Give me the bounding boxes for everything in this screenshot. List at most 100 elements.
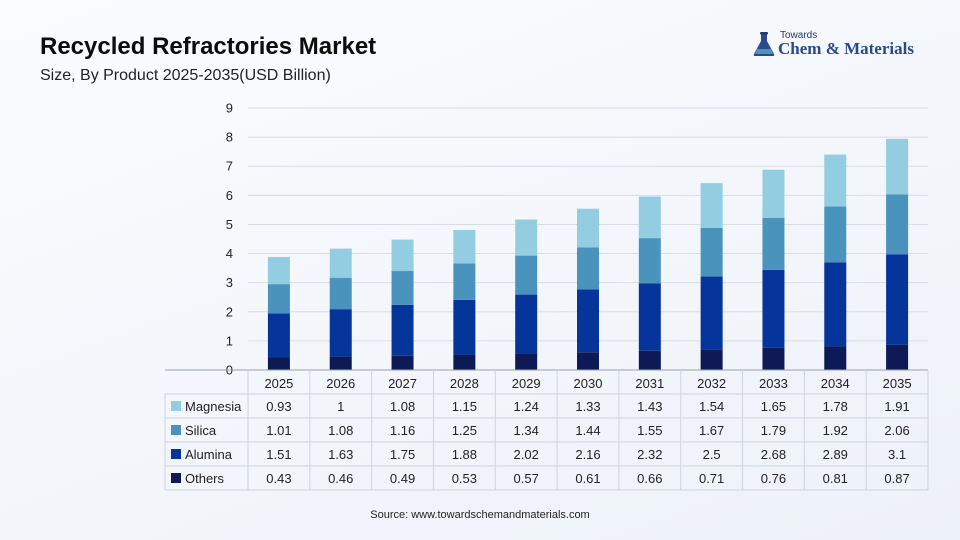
y-tick-label: 4 [226,246,233,261]
x-tick-label: 2027 [388,376,417,391]
data-label: 1.25 [452,423,477,438]
data-label: 0.49 [390,471,415,486]
data-label: 2.5 [703,447,721,462]
data-label: 1.51 [266,447,291,462]
bar-segment-magnesia [700,183,723,228]
data-label: 1.63 [328,447,353,462]
bar-segment-magnesia [515,219,538,256]
bar-segment-magnesia [762,169,785,218]
bar-segment-alumina [453,299,476,355]
data-label: 1.33 [575,399,600,414]
data-label: 1.54 [699,399,724,414]
data-label: 1.08 [328,423,353,438]
bar-segment-alumina [762,269,785,348]
data-label: 0.57 [514,471,539,486]
data-label: 1.88 [452,447,477,462]
data-label: 1.34 [514,423,539,438]
data-label: 0.93 [266,399,291,414]
source-note: Source: www.towardschemandmaterials.com [370,509,590,521]
bar-segment-others [577,352,599,370]
data-label: 1.08 [390,399,415,414]
legend-label-silica: Silica [185,423,217,438]
y-tick-label: 1 [226,333,233,348]
y-tick-label: 7 [226,159,233,174]
bar-segment-silica [886,194,909,255]
data-label: 2.06 [884,423,909,438]
data-label: 0.87 [884,471,909,486]
data-label: 2.89 [823,447,848,462]
data-label: 1.78 [823,399,848,414]
data-label: 1.44 [575,423,600,438]
bar-segment-others [267,357,290,370]
data-label: 0.46 [328,471,353,486]
x-tick-label: 2030 [574,376,603,391]
x-tick-label: 2033 [759,376,788,391]
bar-segment-magnesia [824,154,847,207]
data-label: 1.75 [390,447,415,462]
bars [267,138,909,370]
bar-segment-silica [329,277,352,310]
data-label: 2.68 [761,447,786,462]
data-table: 2025 2026 2027 2028 2029 2030 2031 2032 2033 2034… [164,369,929,491]
bar-segment-others [700,349,723,370]
bar-segment-magnesia [886,138,909,195]
x-tick-label: 2035 [883,376,912,391]
data-label: 0.71 [699,471,724,486]
data-label: 2.32 [637,447,662,462]
data-label: 1.91 [884,399,909,414]
legend-label-magnesia: Magnesia [185,399,242,414]
data-label: 0.76 [761,471,786,486]
y-tick-label: 3 [226,275,233,290]
bar-segment-others [515,353,538,370]
bar-segment-alumina [577,289,599,353]
data-label: 1.15 [452,399,477,414]
chart-title: Recycled Refractories Market [40,33,377,60]
bar-segment-silica [700,227,723,277]
bar-segment-silica [577,247,599,290]
legend-swatch-magnesia [171,401,181,411]
bar-segment-silica [453,263,476,300]
bar-segment-others [329,356,352,370]
bar-segment-magnesia [638,196,661,239]
bar-segment-magnesia [329,248,352,278]
x-tick-label: 2026 [326,376,355,391]
chart-subtitle: Size, By Product 2025-2035(USD Billion) [40,67,331,84]
flask-icon [753,32,775,56]
bar-segment-silica [267,284,290,314]
bar-segment-silica [391,271,414,305]
data-label: 0.53 [452,471,477,486]
data-label: 2.02 [514,447,539,462]
bar-segment-silica [824,206,847,263]
data-label: 1.43 [637,399,662,414]
data-label: 0.66 [637,471,662,486]
data-label: 1.55 [637,423,662,438]
data-label: 1 [337,399,344,414]
bar-segment-others [824,346,847,370]
bar-segment-others [391,355,414,370]
data-label: 1.01 [266,423,291,438]
y-tick-label: 6 [226,188,233,203]
legend-swatch-others [171,473,181,483]
bar-segment-alumina [391,304,414,356]
data-label: 3.1 [888,447,906,462]
bar-segment-silica [515,255,538,295]
bar-segment-magnesia [267,257,290,285]
legend-label-alumina: Alumina [185,447,233,462]
bar-segment-alumina [267,313,290,358]
bar-segment-others [886,344,909,370]
bar-segment-alumina [515,294,538,354]
data-label: 0.81 [823,471,848,486]
y-tick-label: 2 [226,304,233,319]
y-tick-label: 9 [226,101,233,116]
x-tick-label: 2034 [821,376,850,391]
y-tick-label: 5 [226,217,233,232]
bar-segment-alumina [329,309,352,357]
logo-top-text: Towards [780,30,818,41]
x-tick-label: 2031 [635,376,664,391]
legend-label-others: Others [185,471,225,486]
data-label: 1.67 [699,423,724,438]
bar-segment-others [762,347,785,370]
bar-segment-alumina [700,276,723,350]
legend-swatch-alumina [171,449,181,459]
